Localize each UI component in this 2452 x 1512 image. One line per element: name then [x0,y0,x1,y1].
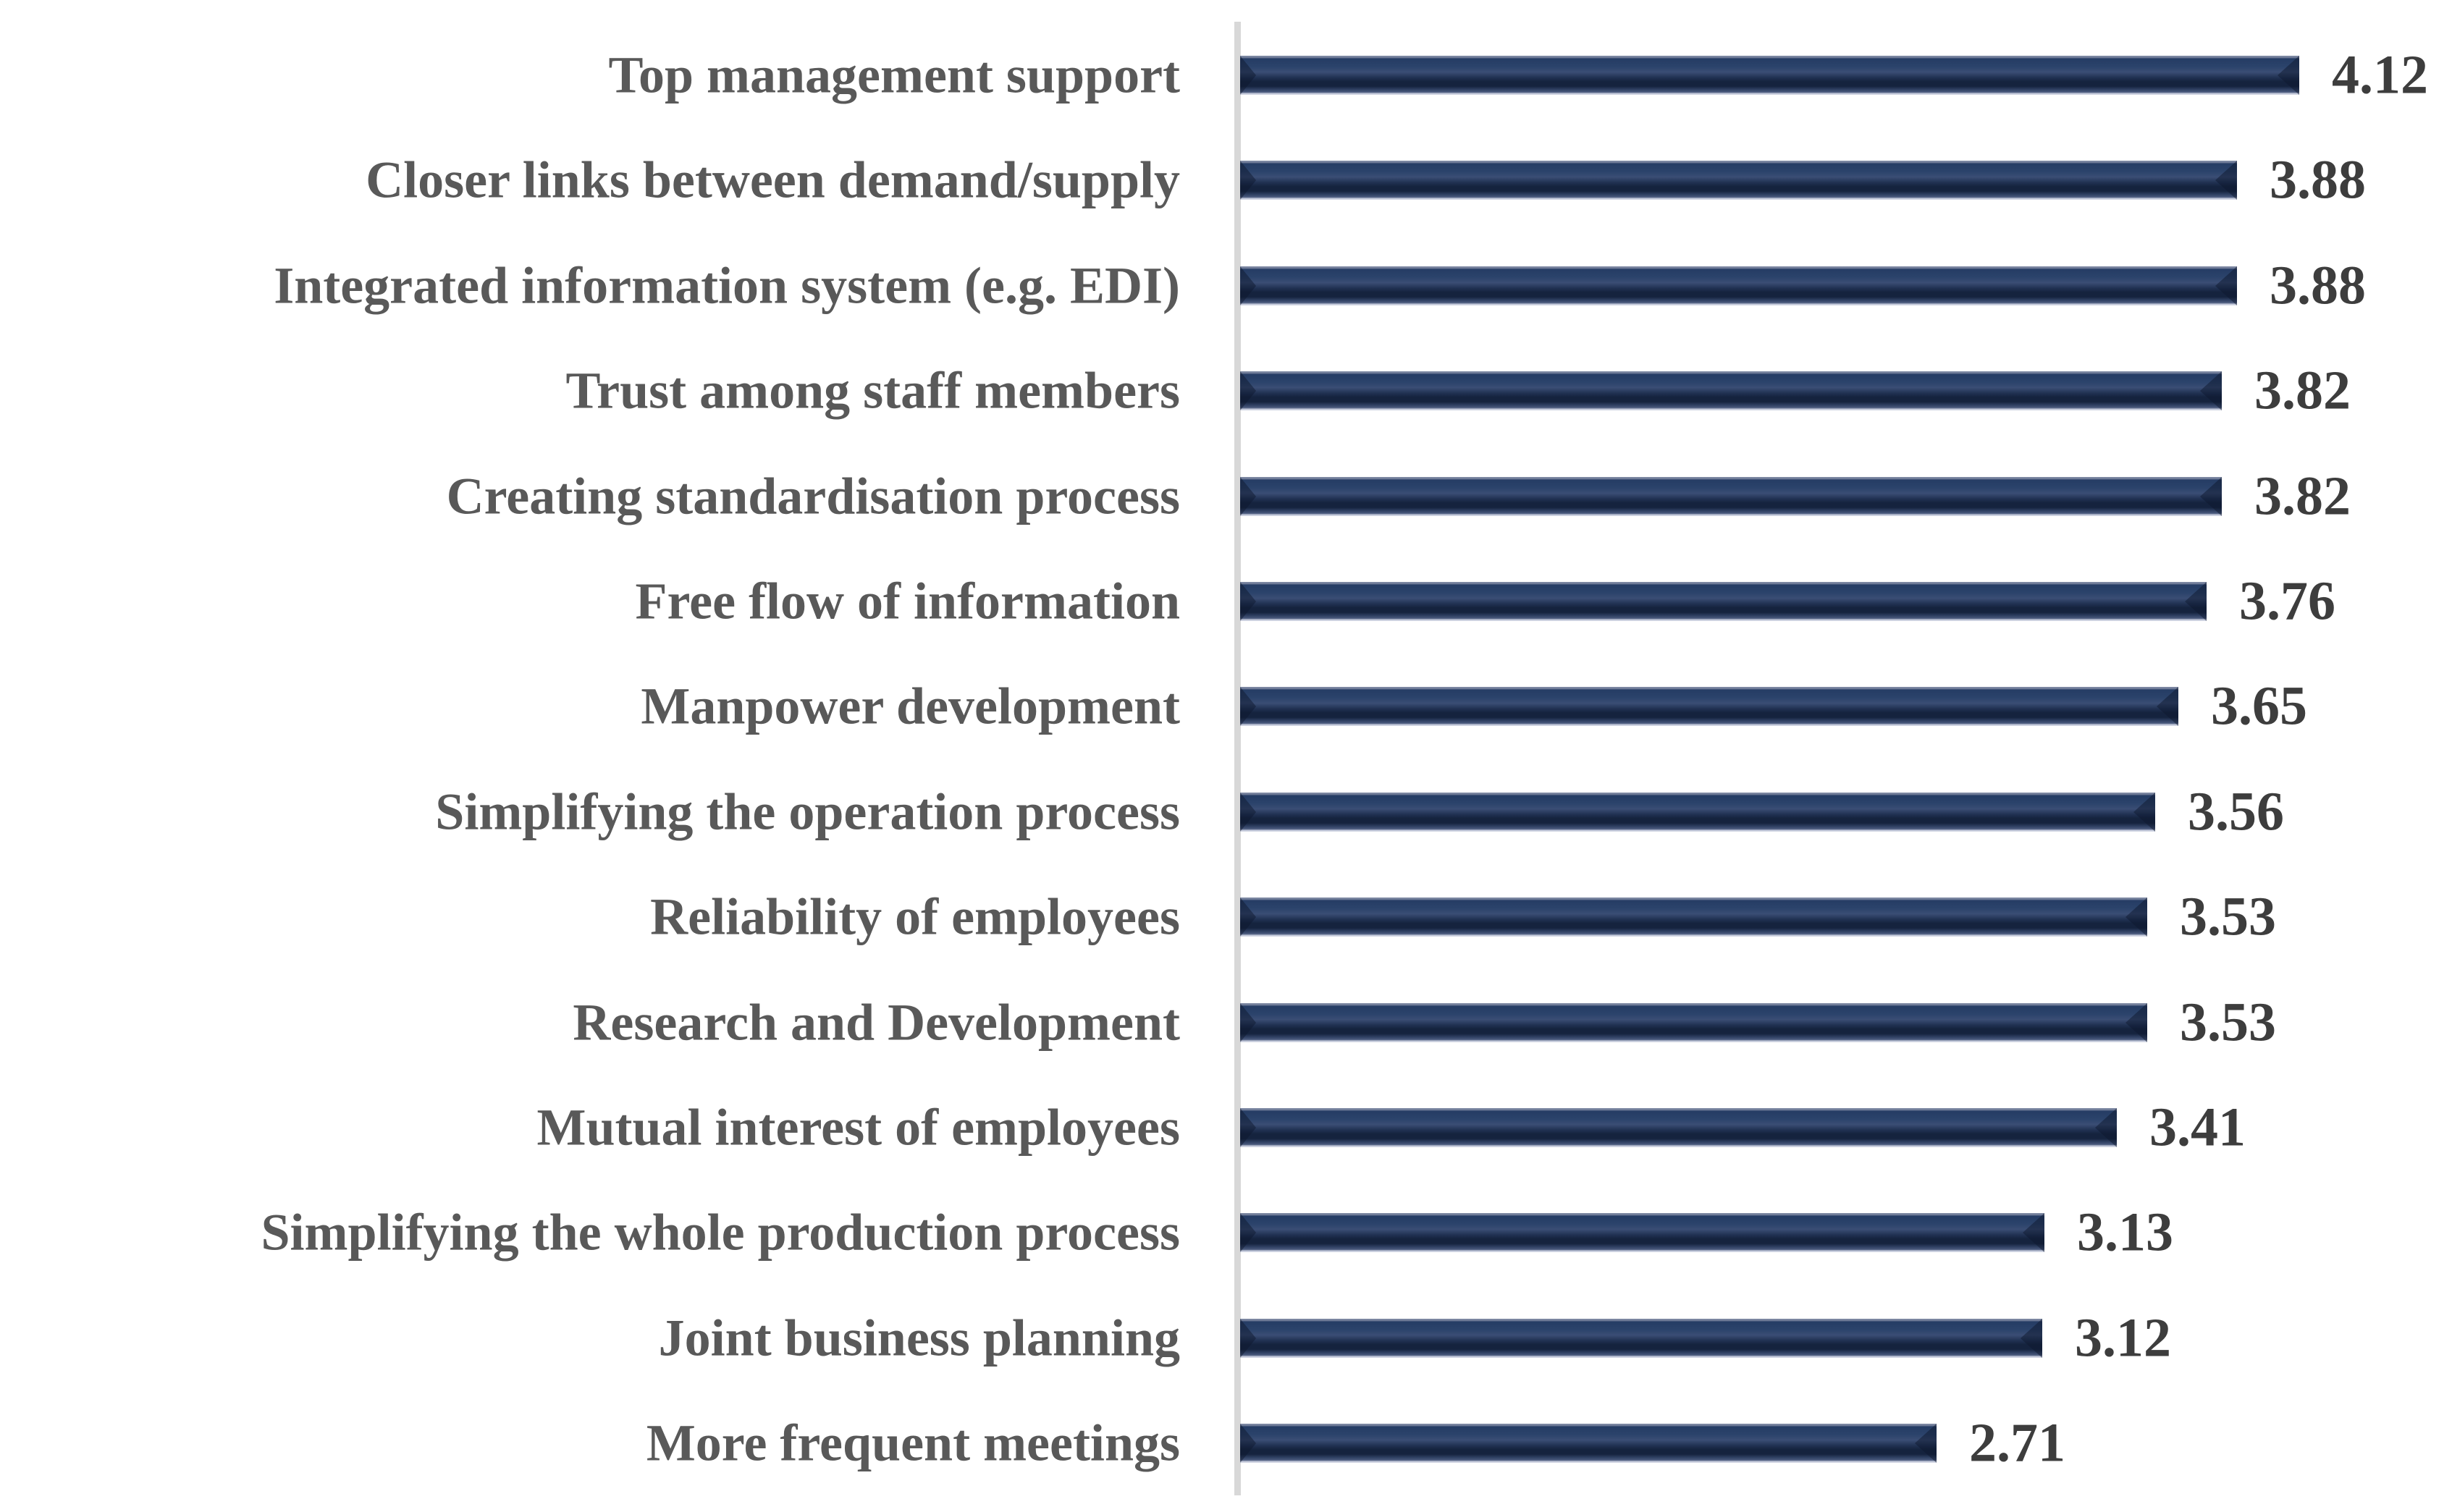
bar [1240,1424,1937,1463]
value-label: 3.13 [2077,1201,2173,1263]
value-label: 3.82 [2254,360,2351,421]
bar [1240,56,2299,95]
value-label: 3.82 [2254,465,2351,527]
value-label: 3.41 [2149,1097,2246,1158]
category-label: Simplifying the whole production process [261,1203,1181,1262]
category-label: Trust among staff members [565,361,1180,420]
bar [1240,477,2222,516]
bar [1240,1213,2044,1252]
category-axis-line [1234,22,1241,1495]
category-label: More frequent meetings [646,1414,1180,1472]
value-label: 3.12 [2075,1307,2171,1369]
category-label: Integrated information system (e.g. EDI) [274,256,1180,315]
bar [1240,1108,2117,1147]
value-label: 3.88 [2270,255,2366,316]
category-label: Top management support [608,46,1180,104]
category-label: Creating standardisation process [446,467,1180,525]
bar [1240,1003,2147,1042]
category-label: Reliability of employees [650,887,1180,946]
value-label: 3.65 [2211,675,2307,737]
category-label: Closer links between demand/supply [366,151,1180,209]
bar [1240,687,2178,726]
value-label: 2.71 [1969,1412,2065,1474]
bar [1240,266,2237,305]
value-label: 3.53 [2180,886,2276,947]
category-label: Mutual interest of employees [536,1098,1180,1157]
value-label: 3.53 [2180,992,2276,1053]
category-label: Manpower development [641,677,1180,735]
bar [1240,898,2147,937]
bar [1240,161,2237,200]
bar [1240,582,2207,621]
value-label: 3.56 [2188,781,2284,842]
category-label: Free flow of information [635,572,1180,630]
category-label: Joint business planning [658,1309,1180,1367]
value-label: 4.12 [2332,44,2428,106]
bar [1240,793,2155,832]
category-label: Simplifying the operation process [435,782,1180,841]
bar [1240,371,2222,410]
category-label: Research and Development [573,993,1180,1052]
bar [1240,1319,2042,1358]
value-label: 3.88 [2270,149,2366,211]
value-label: 3.76 [2239,570,2335,632]
